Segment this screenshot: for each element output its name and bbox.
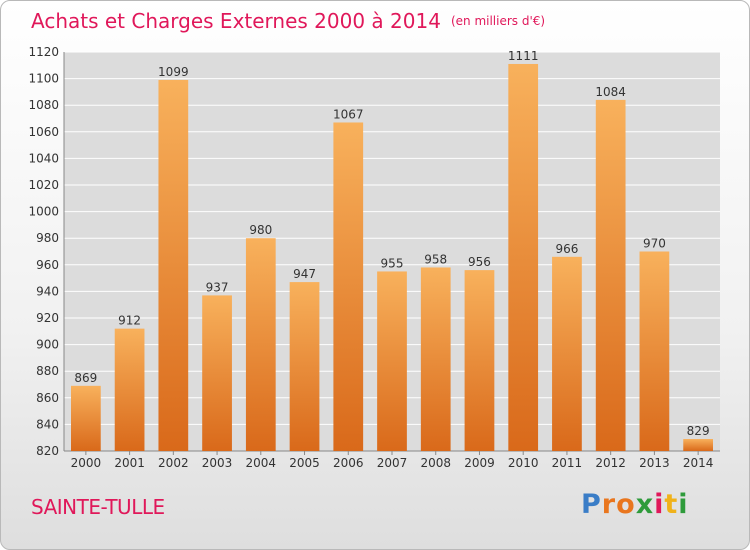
logo-letter: P xyxy=(581,489,602,520)
x-tick-label: 2004 xyxy=(246,456,277,470)
x-tick-label: 2002 xyxy=(158,456,189,470)
bar xyxy=(508,63,539,451)
bar xyxy=(114,328,145,451)
x-tick-label: 2005 xyxy=(289,456,320,470)
bar-value-label: 1084 xyxy=(595,85,626,99)
y-tick-label: 900 xyxy=(36,338,59,352)
y-tick-label: 1040 xyxy=(28,151,59,165)
bar xyxy=(595,99,626,451)
bar xyxy=(377,271,407,451)
y-tick-label: 1100 xyxy=(28,72,59,86)
y-tick-label: 1120 xyxy=(28,45,59,59)
bar xyxy=(464,270,495,451)
bar xyxy=(683,439,714,451)
bar-value-label: 956 xyxy=(468,255,491,269)
bar-value-label: 1067 xyxy=(333,107,364,121)
x-tick-label: 2007 xyxy=(377,456,408,470)
bar-value-label: 970 xyxy=(643,237,666,251)
bar-value-label: 1111 xyxy=(508,49,539,63)
logo-letter: t xyxy=(664,489,679,520)
bar-value-label: 955 xyxy=(381,256,404,270)
y-tick-label: 960 xyxy=(36,258,59,272)
bar xyxy=(420,267,451,451)
y-tick-label: 880 xyxy=(36,364,59,378)
x-tick-label: 2010 xyxy=(508,456,539,470)
y-tick-label: 820 xyxy=(36,444,59,458)
x-tick-label: 2012 xyxy=(595,456,626,470)
x-tick-label: 2006 xyxy=(333,456,364,470)
logo-letter: x xyxy=(635,489,655,520)
y-tick-label: 860 xyxy=(36,391,59,405)
y-tick-label: 980 xyxy=(36,231,59,245)
bar-value-label: 912 xyxy=(118,314,141,328)
x-tick-label: 2014 xyxy=(683,456,714,470)
y-tick-label: 920 xyxy=(36,311,59,325)
bar xyxy=(289,282,320,451)
chart-subtitle: (en milliers d'€) xyxy=(450,14,546,28)
bar-value-label: 958 xyxy=(424,252,447,266)
bar-value-label: 980 xyxy=(249,223,272,237)
chart-title: Achats et Charges Externes 2000 à 2014 (e… xyxy=(31,9,545,33)
y-tick-label: 1080 xyxy=(28,98,59,112)
logo-letter: r xyxy=(601,489,617,520)
bar xyxy=(552,256,582,451)
bar xyxy=(70,385,101,451)
bar xyxy=(158,79,189,452)
bar xyxy=(333,122,364,452)
x-tick-label: 2001 xyxy=(114,456,145,470)
logo-letter: i xyxy=(654,489,665,520)
y-tick-label: 1020 xyxy=(28,178,59,192)
logo-letter: i xyxy=(678,489,689,520)
x-tick-label: 2013 xyxy=(639,456,670,470)
x-tick-label: 2011 xyxy=(552,456,583,470)
bar-value-label: 869 xyxy=(74,371,97,385)
bar-value-label: 1099 xyxy=(158,65,189,79)
bar xyxy=(202,295,232,451)
bar xyxy=(245,238,276,451)
x-tick-label: 2009 xyxy=(464,456,495,470)
bar-value-label: 937 xyxy=(206,280,229,294)
y-tick-label: 1060 xyxy=(28,125,59,139)
y-tick-label: 940 xyxy=(36,284,59,298)
logo-letter: o xyxy=(616,489,636,520)
x-tick-label: 2008 xyxy=(420,456,451,470)
title-text: Achats et Charges Externes 2000 à 2014 xyxy=(31,9,441,33)
commune-name: SAINTE-TULLE xyxy=(31,495,165,519)
x-tick-label: 2000 xyxy=(71,456,102,470)
bar-value-label: 947 xyxy=(293,267,316,281)
proxiti-logo: Proxiti xyxy=(581,489,689,520)
x-tick-label: 2003 xyxy=(202,456,233,470)
y-tick-label: 840 xyxy=(36,417,59,431)
bar-value-label: 966 xyxy=(555,242,578,256)
bar xyxy=(639,251,670,451)
bar-value-label: 829 xyxy=(687,424,710,438)
y-tick-label: 1000 xyxy=(28,205,59,219)
